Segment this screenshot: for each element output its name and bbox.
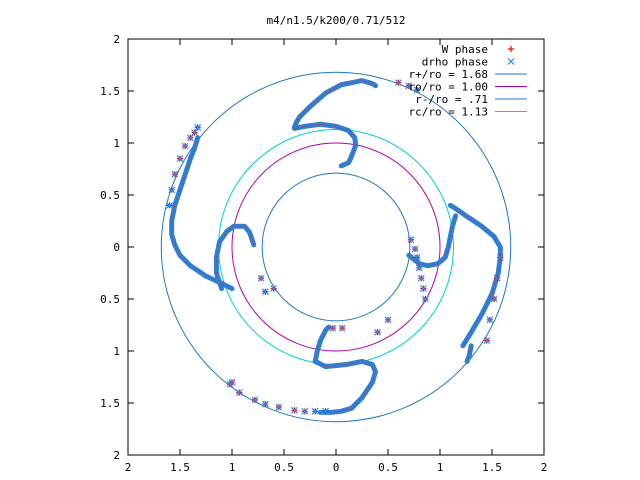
arm-3 (291, 121, 359, 169)
y-tick-label-3: 0.5 (100, 189, 120, 202)
point-1-12 (275, 403, 283, 411)
point-1-30 (270, 285, 278, 293)
circle-2 (261, 172, 411, 322)
point-1-14 (301, 407, 309, 415)
y-tick-label-0: 2 (113, 33, 120, 46)
x-tick-label-2: 1 (229, 461, 236, 474)
point-1-11 (261, 400, 269, 408)
point-1-39 (228, 378, 236, 386)
y-tick-label-1: 1.5 (100, 85, 120, 98)
arm-7 (312, 324, 332, 364)
circle-1 (231, 142, 441, 352)
x-tick-label-1: 1.5 (170, 461, 190, 474)
point-1-19 (413, 253, 421, 261)
point-1-2 (171, 170, 179, 178)
point-1-21 (417, 274, 425, 282)
point-1-10 (251, 396, 259, 404)
point-1-26 (413, 86, 421, 94)
legend-label-5: rc/ro = 1.13 (409, 106, 488, 119)
point-1-20 (415, 264, 423, 272)
point-1-37 (486, 316, 494, 324)
y-tick-label-4: 0 (113, 241, 120, 254)
point-1-38 (483, 337, 491, 345)
legend-label-0: W phase (442, 43, 488, 56)
legend-label-4: r-/ro = .71 (415, 93, 488, 106)
point-1-22 (419, 285, 427, 293)
point-1-18 (411, 245, 419, 253)
point-1-13 (290, 406, 298, 414)
x-tick-label-5: 0.5 (378, 461, 398, 474)
y-tick-label-7: 1.5 (100, 397, 120, 410)
y-tick-label-8: 2 (113, 449, 120, 462)
point-1-33 (338, 324, 346, 332)
spiral-arms (169, 78, 503, 415)
legend-label-2: r+/ro = 1.68 (409, 68, 488, 81)
point-1-16 (322, 407, 330, 415)
point-1-7 (194, 123, 202, 131)
arm-overlay-4 (450, 204, 501, 347)
point-1-15 (311, 407, 319, 415)
point-1-31 (261, 288, 269, 296)
x-tick-label-8: 2 (541, 461, 548, 474)
legend-label-3: ro/ro = 1.00 (409, 81, 488, 94)
point-1-28 (394, 79, 402, 87)
arm-overlay-3 (294, 123, 357, 167)
point-1-35 (493, 274, 501, 282)
point-1-4 (181, 142, 189, 150)
point-1-23 (422, 295, 429, 303)
arm-6 (312, 358, 379, 415)
phase-points (166, 79, 504, 415)
x-tick-label-6: 1 (437, 461, 444, 474)
point-1-32 (329, 324, 337, 332)
point-1-36 (490, 295, 498, 303)
legend-marker-1 (507, 58, 515, 65)
arm-8 (464, 343, 474, 364)
point-1-0 (166, 201, 174, 209)
y-tick-label-6: 1 (113, 345, 120, 358)
arm-2 (291, 78, 379, 130)
arm-1 (213, 223, 257, 292)
arm-overlay-5 (408, 215, 457, 267)
chart-title: m4/n1.5/k200/0.71/512 (266, 14, 405, 27)
point-1-34 (496, 253, 504, 261)
x-tick-label-7: 1.5 (482, 461, 502, 474)
x-tick-label-3: 0.5 (274, 461, 294, 474)
point-1-1 (168, 186, 176, 194)
point-1-5 (186, 134, 194, 142)
x-tick-label-4: 0 (333, 461, 340, 474)
y-tick-label-2: 1 (113, 137, 120, 150)
point-1-29 (257, 274, 265, 282)
point-1-6 (191, 129, 198, 137)
axis-ticks: 2 1.5 1 0.5 0 0.5 1 1.5 221.510.500.511.52 (100, 33, 547, 474)
circle-0 (160, 71, 512, 423)
point-1-27 (405, 82, 413, 90)
arm-overlay-0 (171, 137, 233, 290)
legend-marker-0 (508, 46, 514, 52)
x-tick-label-0: 2 (125, 461, 132, 474)
point-1-25 (374, 328, 382, 336)
y-tick-label-5: 0.5 (100, 293, 120, 306)
point-1-3 (176, 155, 184, 163)
point-1-24 (384, 316, 392, 324)
point-1-9 (235, 389, 243, 397)
arm-overlay-1 (215, 225, 255, 289)
arm-overlay-6 (314, 360, 377, 413)
legend-label-1: drho phase (422, 56, 488, 69)
point-1-17 (407, 236, 415, 244)
